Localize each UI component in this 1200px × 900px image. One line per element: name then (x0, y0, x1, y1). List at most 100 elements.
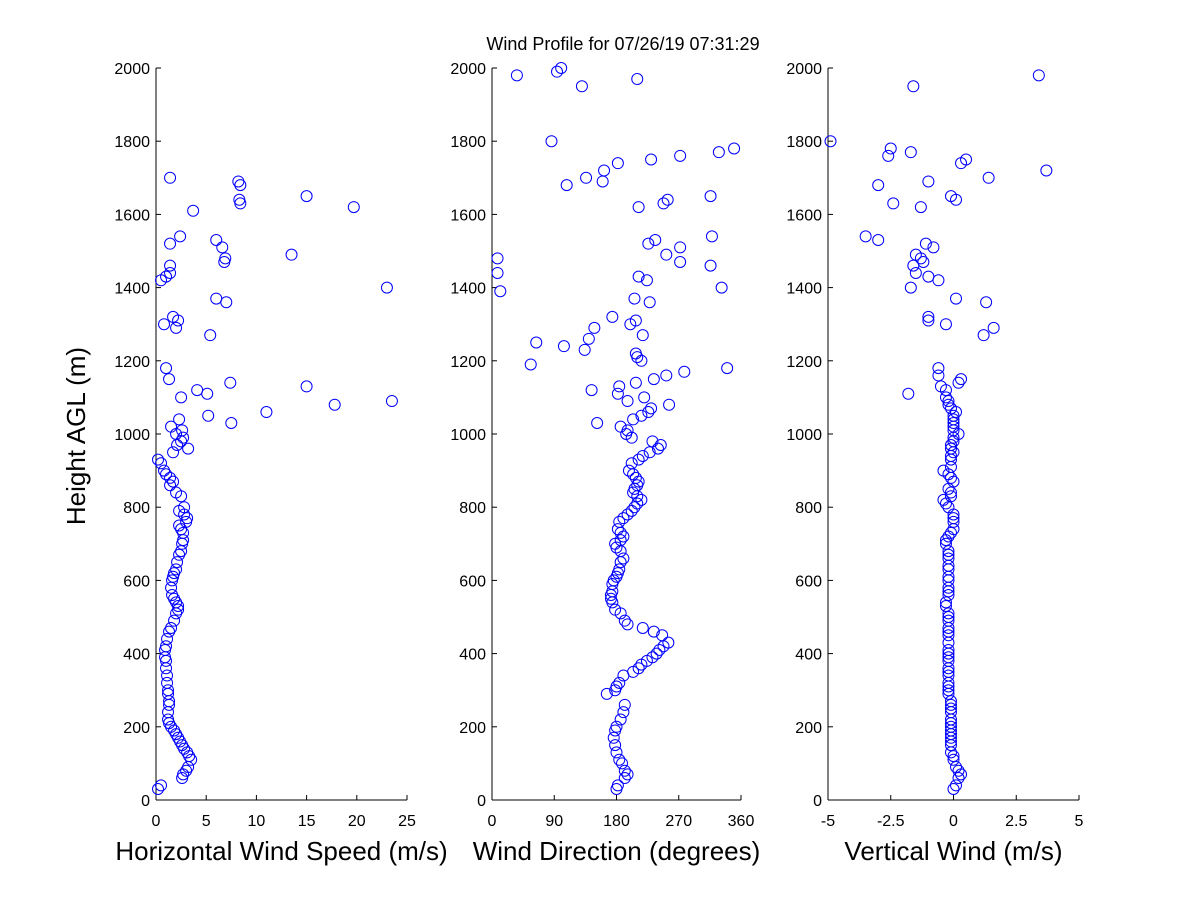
data-point (902, 387, 915, 400)
data-point (674, 241, 687, 254)
subplot-2: 0 200 400 600 800 1000 1200 1400 1600 1800 2000 0 90… (450, 61, 760, 866)
data-point (260, 406, 273, 419)
y-tick-label: 2000 (450, 61, 486, 78)
data-point (616, 757, 629, 770)
data-point (715, 281, 728, 294)
data-point (944, 490, 957, 503)
data-point (621, 424, 634, 437)
data-point (164, 471, 177, 484)
data-point (163, 717, 176, 730)
data-point (161, 676, 174, 689)
data-point (950, 292, 963, 305)
data-point (545, 135, 558, 148)
data-point (300, 190, 313, 203)
data-point (944, 698, 957, 711)
data-point (629, 471, 642, 484)
data-point (232, 175, 245, 188)
data-point (937, 493, 950, 506)
data-point (155, 457, 168, 470)
data-point (632, 270, 645, 283)
data-point (611, 523, 624, 536)
data-point (939, 537, 952, 550)
x-axis-label: Horizontal Wind Speed (m/s) (115, 836, 447, 866)
data-point (234, 197, 247, 210)
data-point (922, 270, 935, 283)
x-tick-label: 25 (398, 813, 416, 830)
data-point (657, 197, 670, 210)
data-point (163, 373, 176, 386)
x-tick-label: 0 (949, 813, 958, 830)
x-tick-label: 90 (545, 813, 563, 830)
data-point (604, 592, 617, 605)
data-point (598, 164, 611, 177)
y-tick-label: 400 (123, 647, 150, 664)
data-point (662, 636, 675, 649)
data-point (165, 420, 178, 433)
data-point (175, 391, 188, 404)
data-point (160, 640, 173, 653)
data-point (628, 292, 641, 305)
data-point (947, 753, 960, 766)
subplot-1: 0 200 400 600 800 1000 1200 1400 1600 1800 2000 0 5 1… (114, 61, 447, 866)
data-point (632, 453, 645, 466)
data-point (642, 237, 655, 250)
data-point (591, 417, 604, 430)
data-point (168, 614, 181, 627)
x-axis-label: Wind Direction (degrees) (473, 836, 761, 866)
data-point (661, 193, 674, 206)
data-point (617, 552, 630, 565)
data-point (944, 702, 957, 715)
y-tick-label: 1400 (114, 281, 150, 298)
data-point (167, 570, 180, 583)
data-point (578, 343, 591, 356)
data-point (627, 413, 640, 426)
data-point (927, 241, 940, 254)
data-point (654, 438, 667, 451)
data-point (614, 713, 627, 726)
x-tick-label: 10 (248, 813, 266, 830)
data-point (645, 402, 658, 415)
data-point (947, 512, 960, 525)
data-point (609, 603, 622, 616)
y-tick-label: 0 (141, 793, 150, 810)
data-point (947, 783, 960, 796)
data-point (171, 556, 184, 569)
data-point (947, 409, 960, 422)
data-point (328, 398, 341, 411)
data-point (180, 515, 193, 528)
data-point (216, 241, 229, 254)
data-point (922, 175, 935, 188)
data-point (646, 435, 659, 448)
x-tick-label: 5 (1075, 813, 1084, 830)
y-axis-label: Height AGL (m) (61, 347, 91, 525)
data-point (942, 398, 955, 411)
y-tick-label: 600 (795, 573, 822, 590)
data-point (610, 680, 623, 693)
data-point (947, 515, 960, 528)
data-point (636, 329, 649, 342)
data-point (618, 698, 631, 711)
data-point (220, 296, 233, 309)
data-point (907, 80, 920, 93)
data-point (960, 153, 973, 166)
y-tick-label: 600 (123, 573, 150, 590)
x-tick-label: 180 (603, 813, 630, 830)
data-point (182, 442, 195, 455)
y-tick-label: 1600 (450, 207, 486, 224)
data-point (728, 142, 741, 155)
data-point (551, 65, 564, 78)
data-point (176, 537, 189, 550)
data-point (704, 190, 717, 203)
data-point (944, 190, 957, 203)
data-point (494, 285, 507, 298)
data-point (632, 201, 645, 214)
data-point (158, 318, 171, 331)
data-point (942, 607, 955, 620)
data-point (663, 398, 676, 411)
data-point (872, 234, 885, 247)
data-point (629, 376, 642, 389)
data-point (613, 515, 626, 528)
data-point (942, 611, 955, 623)
data-point (932, 369, 945, 382)
data-point (174, 230, 187, 243)
